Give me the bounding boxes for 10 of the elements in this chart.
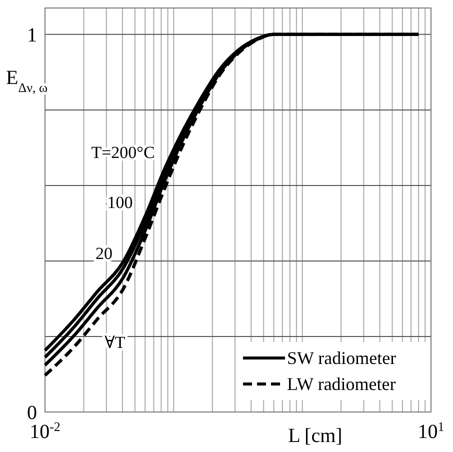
annotation: 20 [96,244,112,263]
y-tick-label: 1 [27,24,37,46]
legend-label: LW radiometer [287,374,396,394]
x-axis-title: L [cm] [288,425,342,447]
annotation: 100 [107,193,133,212]
y-axis-title: E$_{Δν, ω}$ [6,67,48,94]
annotation: ∀T [104,333,126,352]
x-tick-label: 10$^{1}$ [418,418,444,443]
legend-label: SW radiometer [287,348,396,368]
annotation: T=200°C [91,143,155,162]
